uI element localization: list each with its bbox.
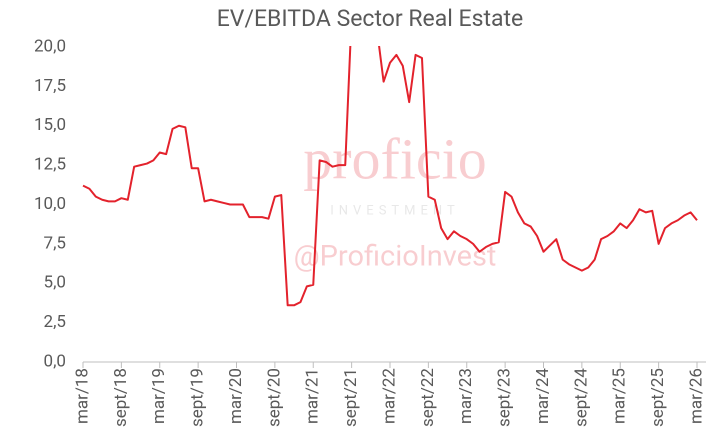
x-tick-label: mar/20 bbox=[226, 368, 246, 424]
y-tick-label: 20,0 bbox=[34, 36, 66, 56]
chart-title: EV/EBITDA Sector Real Estate bbox=[217, 5, 524, 32]
x-tick-label: sept/25 bbox=[648, 368, 668, 427]
x-tick-label: sept/21 bbox=[341, 368, 361, 427]
x-tick-label: sept/23 bbox=[495, 368, 515, 427]
y-tick-label: 10,0 bbox=[34, 194, 66, 214]
watermark: proficio INVESTMENT @ProficioInvest bbox=[294, 126, 497, 273]
x-tick-label: mar/25 bbox=[610, 368, 630, 424]
y-tick-label: 7,5 bbox=[44, 233, 66, 253]
x-tick-label: mar/23 bbox=[456, 368, 476, 424]
x-tick-label: sept/19 bbox=[188, 368, 208, 427]
x-tick-label: mar/22 bbox=[379, 368, 399, 424]
x-tick-label: sept/22 bbox=[418, 368, 438, 427]
x-tick-label: sept/20 bbox=[264, 368, 284, 427]
watermark-handle: @ProficioInvest bbox=[294, 240, 497, 274]
y-tick-label: 15,0 bbox=[34, 115, 66, 135]
x-tick-label: mar/24 bbox=[533, 368, 553, 424]
x-tick-label: mar/19 bbox=[149, 368, 169, 424]
y-tick-label: 2,5 bbox=[44, 312, 66, 332]
y-tick-label: 0,0 bbox=[44, 351, 66, 371]
x-tick-label: mar/18 bbox=[72, 368, 92, 424]
watermark-brand: proficio bbox=[303, 126, 487, 191]
watermark-tagline: INVESTMENT bbox=[330, 203, 460, 218]
y-tick-label: 17,5 bbox=[34, 76, 66, 96]
x-tick-label: sept/18 bbox=[111, 368, 131, 427]
x-tick-label: mar/26 bbox=[686, 368, 706, 424]
x-tick-label: sept/24 bbox=[571, 368, 591, 427]
line-series bbox=[82, 46, 698, 307]
y-tick-label: 12,5 bbox=[34, 155, 66, 175]
y-tick-label: 5,0 bbox=[44, 273, 66, 293]
x-tick-label: mar/21 bbox=[303, 368, 323, 424]
